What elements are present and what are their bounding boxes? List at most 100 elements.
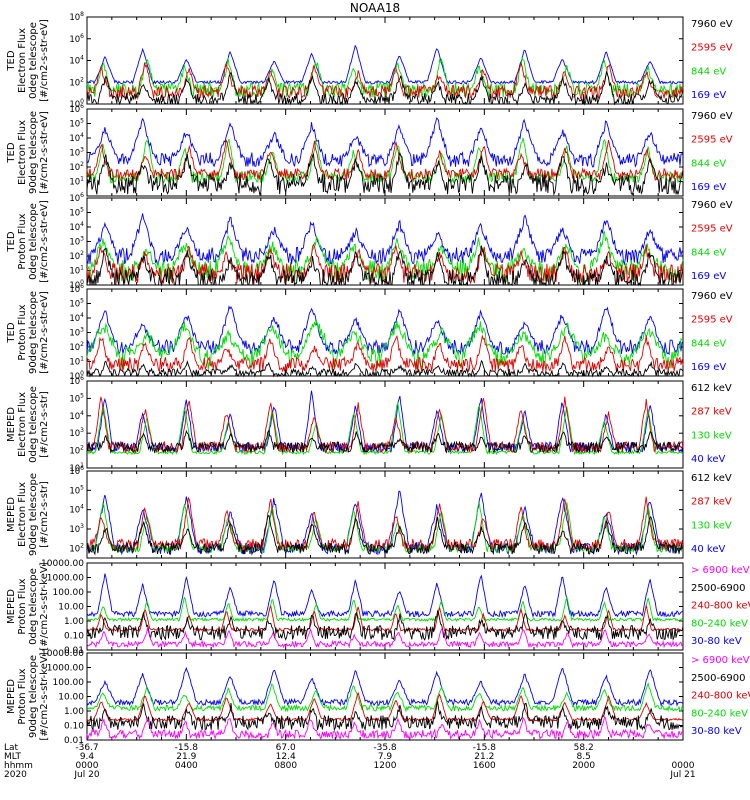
y-axis-title-line: Electron Flux	[17, 120, 28, 185]
y-tick-label: 102	[69, 250, 84, 262]
series-line-magenta	[86, 627, 684, 649]
y-axis-title-line: [#/cm2-s-str-eV]	[39, 200, 50, 283]
y-axis-title-line: TED	[6, 231, 17, 252]
y-tick-label: 0.10	[64, 632, 84, 642]
y-tick-label: 102	[69, 445, 84, 457]
axis-row-label: MLT	[4, 752, 22, 762]
legend-entry: 2595 eV	[691, 135, 733, 146]
legend-entry: 7960 eV	[691, 200, 733, 211]
series-line-black	[86, 701, 684, 732]
y-tick-label: 103	[69, 523, 84, 535]
series-line-black	[86, 514, 684, 556]
time-tick-hhmm: 0000	[76, 761, 99, 771]
legend-entry: > 6900 keV	[691, 655, 750, 666]
time-tick-lat: -36.7	[75, 743, 98, 753]
y-tick-label: 10.00	[58, 693, 84, 703]
y-axis-title-line: [#/cm2-s-str]	[39, 481, 50, 548]
series-line-green	[86, 230, 684, 283]
series-line-black	[86, 71, 684, 106]
legend-entry: 40 keV	[691, 544, 725, 555]
series-line-green	[86, 681, 684, 713]
legend-entry: 2595 eV	[691, 315, 733, 326]
y-axis-title-line: Electron Flux	[17, 28, 28, 93]
y-axis-title-line: Proton Flux	[17, 213, 28, 269]
series-line-black	[86, 429, 684, 454]
y-tick-label: 104	[69, 504, 84, 516]
y-tick-label: 105	[69, 298, 84, 310]
y-axis-title-line: Proton Flux	[17, 578, 28, 634]
y-tick-label: 104	[69, 55, 84, 67]
y-tick-label: 100.00	[53, 588, 85, 598]
time-tick-mlt: 8.5	[577, 752, 591, 762]
legend-entry: 2500-6900	[691, 583, 746, 594]
legend-entry: 844 eV	[691, 158, 726, 169]
y-axis-title-line: 90deg telescope	[28, 111, 39, 194]
time-tick-hhmm: 0800	[274, 761, 297, 771]
series-line-black	[86, 359, 684, 378]
legend-entry: 2595 eV	[691, 224, 733, 235]
panel-frame	[86, 380, 684, 469]
y-axis-title-line: MEPED	[6, 407, 17, 442]
series-line-black	[86, 151, 684, 196]
time-tick-hhmm: 1200	[374, 761, 397, 771]
y-tick-label: 106	[69, 283, 84, 295]
legend-entry: 130 keV	[691, 430, 732, 441]
legend-entry: 130 keV	[691, 520, 732, 531]
y-tick-label: 102	[69, 161, 84, 173]
legend-entry: 7960 eV	[691, 291, 733, 302]
legend-entry: 844 eV	[691, 338, 726, 349]
time-tick-hhmm: 2000	[572, 761, 595, 771]
y-axis-title-line: [#/cm2-s-str]	[39, 391, 50, 458]
y-tick-label: 105	[69, 484, 84, 496]
series-line-black	[86, 609, 684, 641]
time-tick-mlt: 9.4	[80, 752, 95, 762]
y-axis-title-line: MEPED	[6, 679, 17, 714]
y-axis-title-line: MEPED	[6, 589, 17, 624]
legend-entry: 240-800 keV	[691, 691, 750, 702]
time-tick-lat: -35.8	[373, 743, 397, 753]
date-end-label: Jul 21	[669, 770, 695, 780]
time-tick-lat: -15.8	[473, 743, 497, 753]
y-axis-title-line: Proton Flux	[17, 304, 28, 360]
y-axis-title-line: TED	[6, 50, 17, 71]
legend-entry: 40 keV	[691, 454, 725, 465]
y-axis-title-line: 90deg telescope	[28, 473, 39, 556]
legend-entry: 80-240 keV	[691, 708, 748, 719]
y-axis-title-line: Proton Flux	[17, 668, 28, 724]
panel-8: 0.01 0.10 1.00 10.00 100.00 1000.00 10000.00 ME…	[6, 649, 750, 746]
y-axis-title-line: [#/cm2-s-str-keV]	[39, 652, 50, 740]
y-tick-label: 101	[69, 265, 84, 277]
y-tick-label: 1.00	[64, 707, 84, 717]
series-line-blue	[86, 44, 684, 86]
series-line-red	[86, 691, 684, 723]
y-axis-title-line: TED	[6, 142, 17, 163]
y-tick-label: 1000.00	[47, 664, 84, 674]
y-tick-label: 1.00	[64, 617, 84, 627]
legend-entry: 169 eV	[691, 90, 726, 101]
series-line-black	[86, 245, 684, 287]
y-tick-label: 100.00	[53, 678, 85, 688]
y-tick-label: 10000.00	[41, 559, 84, 569]
y-tick-label: 105	[69, 118, 84, 130]
y-tick-label: 10000.00	[41, 649, 84, 659]
series-line-blue	[86, 117, 684, 168]
y-tick-label: 102	[69, 341, 84, 353]
y-axis-title-line: Electron Flux	[17, 482, 28, 547]
series-line-blue	[86, 305, 683, 356]
time-tick-mlt: 21.2	[474, 752, 494, 762]
legend-entry: 80-240 keV	[691, 618, 748, 629]
series-line-blue	[86, 666, 684, 707]
y-tick-label: 101	[69, 356, 84, 368]
y-axis-title-line: Electron Flux	[17, 392, 28, 457]
y-tick-label: 106	[69, 375, 84, 387]
y-tick-label: 104	[69, 312, 84, 324]
series-line-red	[86, 61, 684, 101]
y-tick-label: 103	[69, 427, 84, 439]
y-tick-label: 104	[69, 132, 84, 144]
figure-title: NOAA18	[350, 1, 400, 15]
y-tick-label: 105	[69, 392, 84, 404]
